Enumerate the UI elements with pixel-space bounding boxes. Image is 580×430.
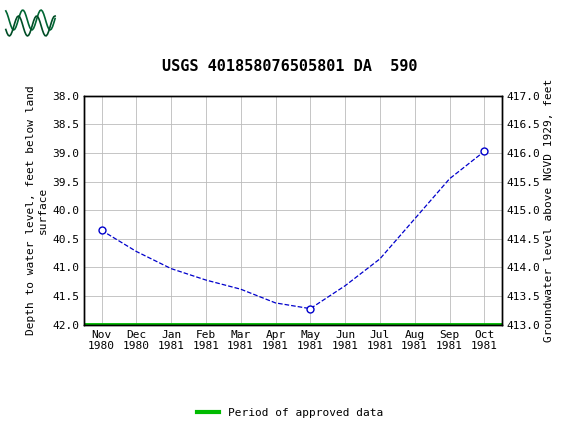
Legend: Period of approved data: Period of approved data [193, 403, 387, 422]
Y-axis label: Groundwater level above NGVD 1929, feet: Groundwater level above NGVD 1929, feet [545, 79, 554, 342]
Text: USGS 401858076505801 DA  590: USGS 401858076505801 DA 590 [162, 59, 418, 74]
Y-axis label: Depth to water level, feet below land
surface: Depth to water level, feet below land su… [27, 86, 48, 335]
Text: USGS: USGS [67, 11, 118, 29]
FancyBboxPatch shape [5, 3, 60, 37]
